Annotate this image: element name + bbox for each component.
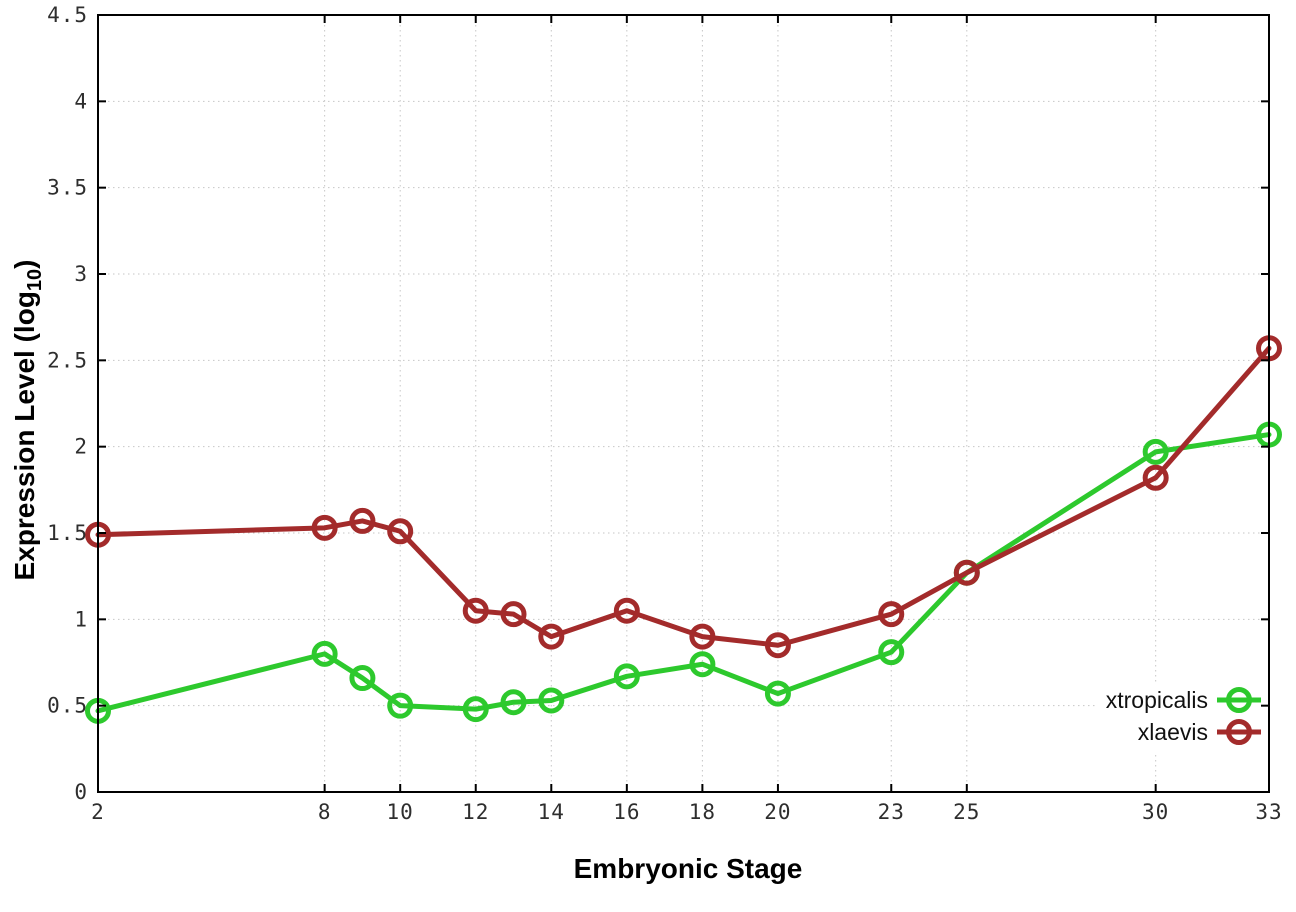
y-tick-label: 2	[74, 435, 88, 459]
x-tick-label: 30	[1142, 800, 1169, 824]
x-axis-title: Embryonic Stage	[574, 853, 803, 884]
data-point-xtropicalis-stage-12	[462, 696, 489, 723]
data-point-xlaevis-stage-25	[953, 559, 980, 586]
y-tick-label: 4.5	[47, 3, 88, 27]
y-tick-label: 0.5	[47, 694, 88, 718]
data-point-xlaevis-stage-13	[500, 601, 527, 628]
data-point-xlaevis-stage-16	[613, 597, 640, 624]
data-point-xlaevis-stage-20	[764, 632, 791, 659]
plot-border	[97, 14, 1270, 793]
data-point-xlaevis-stage-18	[689, 623, 716, 650]
data-point-xtropicalis-stage-20	[764, 680, 791, 707]
legend-marker-icon-xlaevis	[1226, 719, 1252, 745]
data-point-xtropicalis-stage-14	[538, 687, 565, 714]
data-point-xtropicalis-stage-30	[1142, 438, 1169, 465]
data-point-xtropicalis-stage-13	[500, 689, 527, 716]
y-tick-label: 3	[74, 262, 88, 286]
data-point-xtropicalis-stage-18	[689, 651, 716, 678]
y-tick-label: 1.5	[47, 521, 88, 545]
data-point-xtropicalis-stage-23	[878, 639, 905, 666]
y-tick-label: 4	[74, 89, 88, 113]
data-point-xtropicalis-stage-10	[387, 692, 414, 719]
x-tick-label: 14	[538, 800, 565, 824]
legend-label-xlaevis: xlaevis	[1138, 719, 1208, 745]
y-tick-label: 0	[74, 780, 88, 804]
x-tick-label: 10	[387, 800, 414, 824]
x-tick-label: 16	[613, 800, 640, 824]
data-point-xtropicalis-stage-8	[311, 640, 338, 667]
data-point-xtropicalis-stage-9	[349, 665, 376, 692]
y-tick-label: 1	[74, 607, 88, 631]
x-tick-label: 12	[462, 800, 489, 824]
series-line-xlaevis	[95, 345, 1272, 648]
legend-marker-icon-xtropicalis	[1226, 687, 1252, 713]
data-point-xlaevis-stage-30	[1142, 464, 1169, 491]
y-tick-label: 3.5	[47, 176, 88, 200]
legend-label-xtropicalis: xtropicalis	[1106, 687, 1208, 713]
gridlines	[98, 15, 1269, 792]
data-point-xlaevis-stage-10	[387, 518, 414, 545]
series-layer	[85, 335, 1282, 724]
x-tick-label: 33	[1255, 800, 1282, 824]
data-point-xlaevis-stage-12	[462, 597, 489, 624]
data-point-xlaevis-stage-8	[311, 514, 338, 541]
data-point-xtropicalis-stage-16	[613, 663, 640, 690]
y-tick-label: 2.5	[47, 348, 88, 372]
x-tick-label: 20	[764, 800, 791, 824]
x-tick-label: 2	[91, 800, 105, 824]
y-axis-title: Expression Level (log10)	[9, 260, 46, 581]
series-line-xtropicalis	[95, 432, 1272, 714]
legend: xtropicalis xlaevis	[1106, 687, 1261, 745]
x-tick-label: 18	[689, 800, 716, 824]
data-point-xlaevis-stage-23	[878, 601, 905, 628]
data-point-xlaevis-stage-14	[538, 623, 565, 650]
x-tick-label: 23	[878, 800, 905, 824]
data-point-xlaevis-stage-9	[349, 507, 376, 534]
axes-layer: 2 8 10 12 14 16 18 20 23 25 30 33 0 0.5 1 1.5 2 2.5 3 3.5 4 4…	[47, 3, 1282, 824]
x-tick-label: 25	[953, 800, 980, 824]
x-tick-label: 8	[318, 800, 332, 824]
